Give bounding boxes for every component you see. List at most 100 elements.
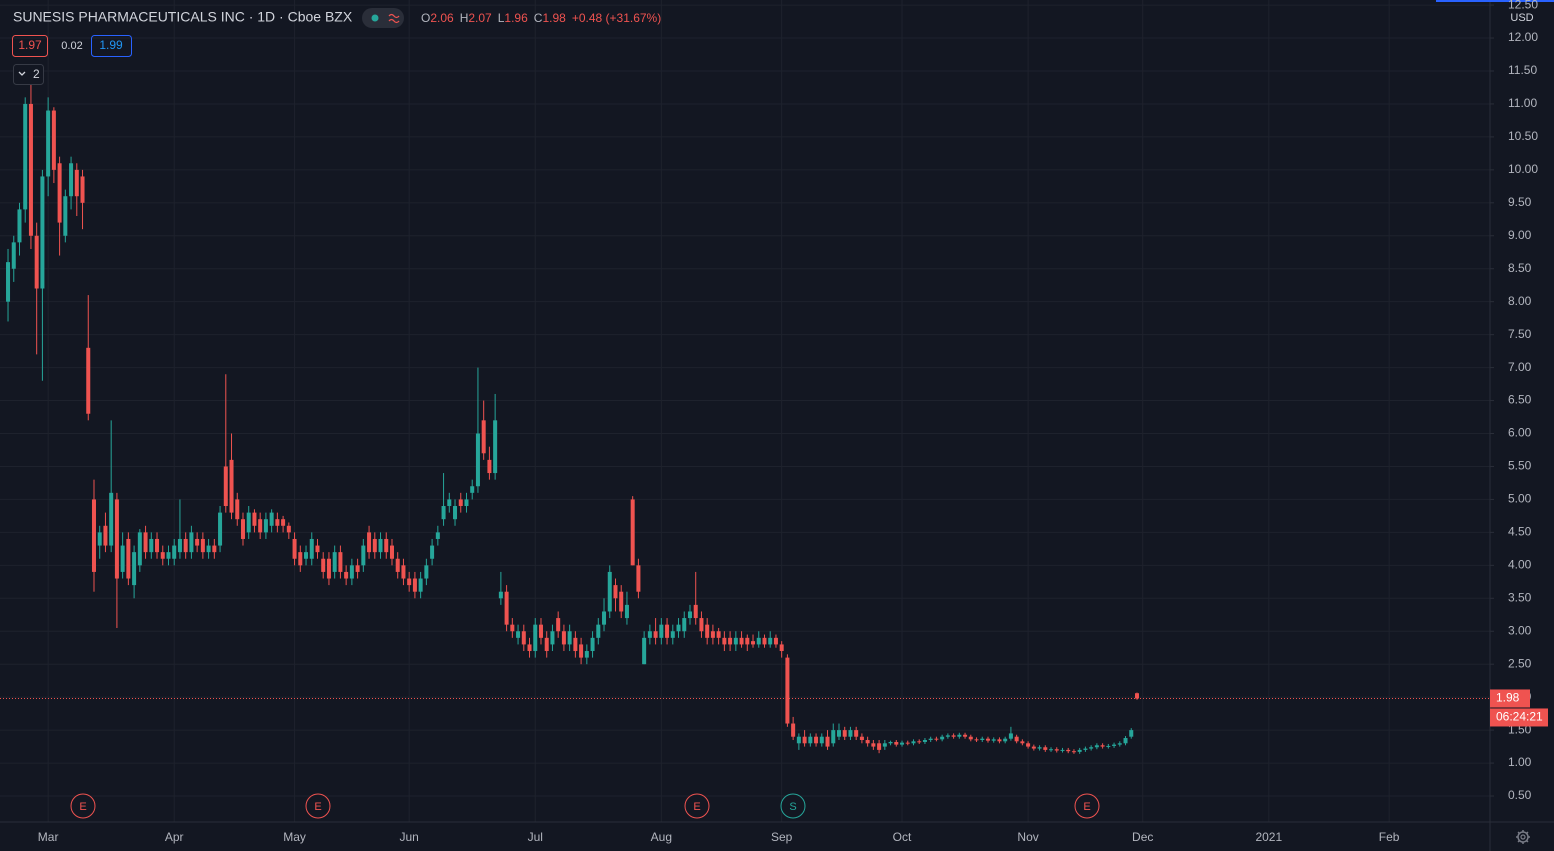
candle-body	[487, 459, 492, 474]
candle-body	[206, 545, 211, 553]
candle-body	[762, 637, 767, 645]
candle-body	[538, 624, 543, 638]
y-tick-label: 5.50	[1508, 459, 1532, 473]
candle-body	[11, 242, 16, 269]
status-pill[interactable]	[362, 8, 404, 28]
candle-body	[481, 420, 486, 454]
y-tick-label: 12.50	[1508, 0, 1538, 11]
candle-body	[470, 486, 475, 493]
candles	[0, 84, 1490, 754]
candle-body	[590, 637, 595, 652]
candle-body	[796, 736, 801, 744]
legend-value: 2.07	[468, 11, 492, 25]
candle-body	[779, 644, 784, 652]
y-tick-label: 4.00	[1508, 558, 1532, 572]
legend-value: 1.98	[542, 11, 566, 25]
bid-box[interactable]	[12, 35, 48, 57]
candle-body	[1094, 745, 1099, 748]
candle-body	[498, 591, 503, 599]
candle-body	[963, 734, 968, 737]
indicators-toggle[interactable]	[13, 64, 44, 85]
candle-body	[900, 742, 905, 745]
candle-body	[430, 545, 435, 559]
candle-body	[458, 499, 463, 507]
candle-body	[791, 723, 796, 737]
event-label: E	[693, 801, 700, 813]
candle-body	[882, 743, 887, 747]
candle-body	[917, 741, 922, 743]
candle-body	[911, 741, 916, 744]
candle-body	[705, 624, 710, 638]
chart-title: SUNESIS PHARMACEUTICALS INC · 1D · Cboe …	[13, 9, 353, 25]
candle-body	[1106, 745, 1111, 747]
candle-body	[710, 631, 715, 638]
candle-body	[670, 631, 675, 638]
candle-body	[1049, 749, 1054, 751]
candle-body	[636, 565, 641, 592]
grid	[0, 0, 1490, 822]
candle-body	[831, 730, 836, 744]
candle-body	[934, 738, 939, 740]
candle-body	[624, 604, 629, 619]
candle-body	[802, 736, 807, 744]
candle-body	[521, 631, 526, 645]
candle-body	[74, 169, 79, 197]
candle-body	[1008, 733, 1013, 739]
candle-body	[120, 545, 125, 572]
y-tick-label: 9.00	[1508, 228, 1532, 242]
candle-body	[607, 571, 612, 612]
event-marker	[1074, 793, 1100, 819]
candle-body	[69, 163, 74, 197]
ask-box[interactable]	[91, 35, 132, 57]
candle-body	[155, 538, 160, 553]
candle-body	[699, 618, 704, 632]
settings-icon[interactable]	[1516, 830, 1530, 844]
gear-tooth	[1526, 840, 1529, 843]
y-tick-label: 10.00	[1508, 162, 1538, 176]
candle-body	[544, 637, 549, 652]
candle-body	[773, 637, 778, 645]
gear-tooth	[1526, 831, 1529, 834]
candle-body	[172, 545, 177, 559]
chevron	[18, 71, 26, 76]
candle-body	[693, 604, 698, 619]
gear-hub	[1520, 834, 1526, 840]
candle-body	[602, 611, 607, 625]
candle-body	[716, 631, 721, 638]
candle-body	[550, 631, 555, 645]
candle-body	[40, 176, 45, 289]
candle-body	[97, 532, 102, 546]
candle-body	[344, 571, 349, 579]
candle-body	[240, 519, 245, 539]
candle-body	[200, 538, 205, 553]
candle-body	[269, 512, 274, 526]
candle-body	[1037, 747, 1042, 749]
y-tick-label: 8.50	[1508, 261, 1532, 275]
x-tick-label: Apr	[165, 830, 184, 844]
candle-body	[367, 532, 372, 553]
candle-body	[510, 624, 515, 632]
candle-body	[143, 532, 148, 553]
y-tick-label: 3.50	[1508, 590, 1532, 604]
y-tick-label: 4.50	[1508, 525, 1532, 539]
gear-tooth	[1517, 831, 1520, 834]
candle-body	[1031, 746, 1036, 749]
candle-body	[905, 742, 910, 744]
y-tick-label: 1.00	[1508, 755, 1532, 769]
candle-body	[922, 740, 927, 742]
candle-body	[584, 651, 589, 658]
x-tick-label: Jun	[399, 830, 418, 844]
candle-body	[292, 538, 297, 559]
candle-body	[1123, 738, 1128, 744]
data-icon	[388, 13, 400, 24]
candle-body	[630, 499, 635, 566]
spread: 0.02	[61, 40, 82, 52]
candle-body	[401, 565, 406, 579]
candle-body	[836, 730, 841, 737]
event-marker	[305, 793, 331, 819]
event-label: E	[314, 801, 321, 813]
candle-body	[579, 644, 584, 658]
candle-body	[819, 736, 824, 744]
candle-body	[859, 736, 864, 741]
